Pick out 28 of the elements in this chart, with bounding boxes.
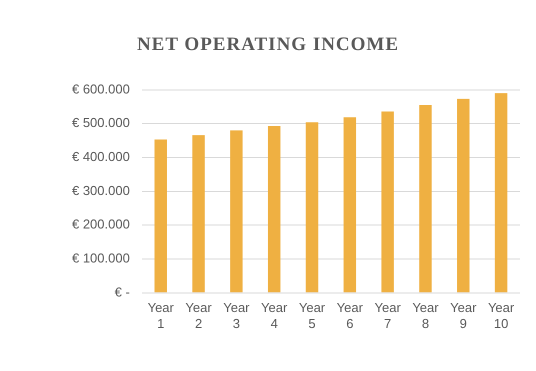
y-tick-label: € 500.000 xyxy=(72,115,130,130)
y-tick-label: € - xyxy=(114,284,130,300)
x-tick-label: Year 5 xyxy=(298,300,326,331)
bar xyxy=(419,105,432,292)
x-tick-label: Year 10 xyxy=(488,300,515,331)
y-tick-label: € 100.000 xyxy=(72,250,130,266)
bar xyxy=(494,93,508,292)
x-tick-label: Year 9 xyxy=(450,300,478,331)
bar xyxy=(306,122,318,292)
bar xyxy=(381,111,394,292)
x-tick-label: Year 7 xyxy=(374,300,402,331)
x-tick-label: Year 4 xyxy=(261,300,288,331)
x-tick-label: Year 8 xyxy=(412,300,440,331)
y-tick-label: € 300.000 xyxy=(72,182,130,198)
bar xyxy=(457,98,470,292)
bar xyxy=(344,117,356,292)
y-tick-label: € 400.000 xyxy=(72,149,130,164)
x-tick-label: Year 2 xyxy=(185,300,212,331)
x-tick-label: Year 1 xyxy=(148,300,175,331)
chart-title: NET OPERATING INCOME xyxy=(136,34,400,56)
bar xyxy=(192,135,205,292)
y-tick-label: € 600.000 xyxy=(72,81,130,96)
y-tick-label: € 200.000 xyxy=(72,216,130,232)
bar xyxy=(230,130,243,292)
bar xyxy=(154,140,167,292)
bar xyxy=(268,126,280,292)
x-tick-label: Year 6 xyxy=(336,300,364,331)
x-tick-label: Year 3 xyxy=(223,300,250,331)
